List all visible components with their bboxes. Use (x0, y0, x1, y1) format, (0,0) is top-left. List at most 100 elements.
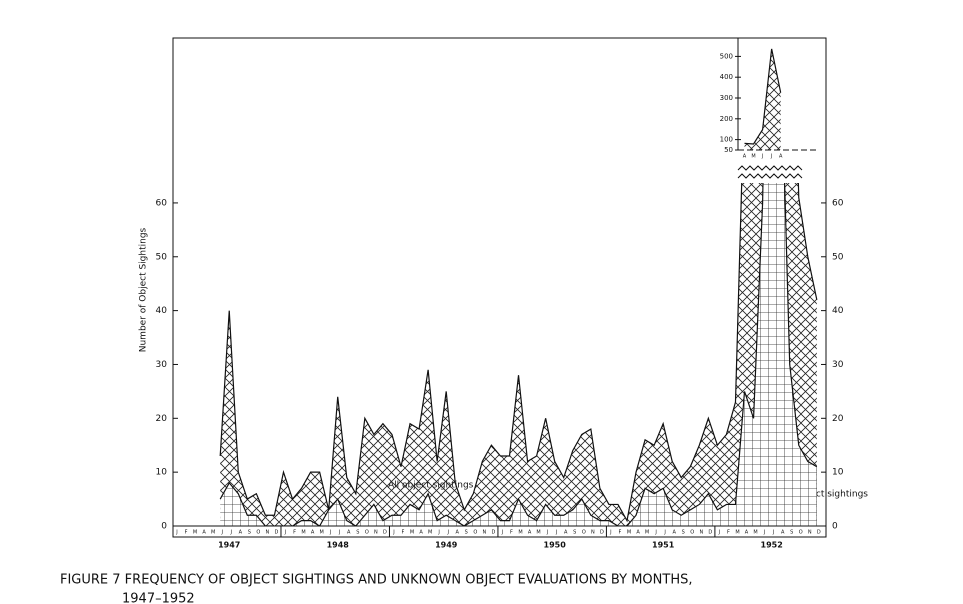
y-tick-label: 50 (156, 252, 168, 262)
inset-area (744, 48, 781, 150)
x-tick-label: J (338, 530, 340, 536)
inset-y-tick-label: 300 (720, 94, 733, 102)
inset-y-tick-label: 200 (720, 115, 733, 123)
chart-title: FIGURE 7 FREQUENCY OF OBJECT SIGHTINGS A… (60, 573, 692, 588)
x-tick-label: A (564, 530, 568, 536)
y-tick-label: 20 (156, 414, 168, 424)
x-tick-label: J (763, 530, 765, 536)
x-tick-label: J (220, 530, 222, 536)
x-tick-label: J (772, 530, 774, 536)
x-tick-label: D (708, 530, 712, 536)
year-label: 1951 (652, 541, 675, 550)
x-tick-label: A (672, 530, 676, 536)
inset-x-label: J (761, 154, 763, 160)
y2-tick-label: 0 (832, 522, 838, 532)
x-tick-label: F (510, 530, 513, 536)
x-tick-label: J (229, 530, 231, 536)
year-label: 1950 (544, 541, 567, 550)
y-tick-label: 60 (156, 198, 168, 208)
inset-x-label: J (770, 154, 772, 160)
x-tick-label: D (817, 530, 821, 536)
x-tick-label: M (319, 530, 323, 536)
year-label: 1947 (218, 541, 240, 550)
x-tick-label: D (275, 530, 279, 536)
year-label: 1948 (327, 541, 350, 550)
x-tick-label: M (410, 530, 414, 536)
x-tick-label: N (374, 530, 378, 536)
y2-tick-label: 60 (832, 198, 844, 208)
x-tick-label: M (193, 530, 197, 536)
x-tick-label: D (600, 530, 604, 536)
x-tick-label: J (555, 530, 557, 536)
x-tick-label: J (609, 530, 611, 536)
x-tick-label: O (256, 530, 260, 536)
x-tick-label: N (699, 530, 703, 536)
x-tick-label: J (446, 530, 448, 536)
x-tick-label: J (663, 530, 665, 536)
inset-x-label: A (743, 154, 747, 160)
inset-y-tick-label: 100 (720, 136, 733, 144)
x-tick-label: M (735, 530, 739, 536)
x-tick-label: F (402, 530, 405, 536)
x-tick-label: A (636, 530, 640, 536)
x-tick-label: M (428, 530, 432, 536)
x-tick-label: J (654, 530, 656, 536)
x-tick-label: S (465, 530, 468, 536)
inset-x-label: A (779, 154, 783, 160)
x-tick-label: S (356, 530, 359, 536)
x-tick-label: J (175, 530, 177, 536)
x-tick-label: M (627, 530, 631, 536)
x-tick-label: M (536, 530, 540, 536)
x-tick-label: N (482, 530, 486, 536)
x-tick-label: A (239, 530, 243, 536)
x-tick-label: M (518, 530, 522, 536)
y-tick-label: 10 (156, 468, 168, 478)
x-tick-label: F (619, 530, 622, 536)
y2-tick-label: 20 (832, 414, 844, 424)
x-tick-label: O (365, 530, 369, 536)
x-tick-label: D (383, 530, 387, 536)
y2-tick-label: 30 (832, 360, 844, 370)
x-tick-label: J (392, 530, 394, 536)
y-axis-label: Number of Object Sightings (139, 227, 149, 352)
x-tick-label: S (573, 530, 576, 536)
inset-line (744, 48, 782, 145)
series-line (219, 183, 818, 523)
x-tick-label: J (329, 530, 331, 536)
x-tick-label: N (266, 530, 270, 536)
x-tick-label: N (591, 530, 595, 536)
x-tick-label: F (293, 530, 296, 536)
x-tick-label: S (682, 530, 685, 536)
x-tick-label: F (185, 530, 188, 536)
y2-tick-label: 10 (832, 468, 844, 478)
x-tick-label: O (799, 530, 803, 536)
x-tick-label: A (202, 530, 206, 536)
x-tick-label: O (582, 530, 586, 536)
axis-break (737, 165, 803, 179)
x-tick-label: J (284, 530, 286, 536)
x-tick-label: J (546, 530, 548, 536)
x-tick-label: O (473, 530, 477, 536)
inset-y-tick-label: 400 (720, 73, 733, 81)
x-tick-label: F (727, 530, 730, 536)
series-line (219, 183, 818, 526)
x-tick-label: A (419, 530, 423, 536)
x-tick-label: A (745, 530, 749, 536)
x-tick-label: S (790, 530, 793, 536)
chart-subtitle: 1947–1952 (122, 592, 195, 604)
y-tick-label: 30 (156, 360, 168, 370)
y2-tick-label: 50 (832, 252, 844, 262)
y-tick-label: 40 (156, 306, 168, 316)
x-tick-label: M (211, 530, 215, 536)
x-tick-label: M (645, 530, 649, 536)
x-tick-label: A (528, 530, 532, 536)
x-tick-label: O (690, 530, 694, 536)
y2-tick-label: 40 (832, 306, 844, 316)
x-tick-label: M (753, 530, 757, 536)
x-tick-label: J (718, 530, 720, 536)
area-fill (220, 183, 817, 526)
x-tick-label: J (501, 530, 503, 536)
x-tick-label: S (248, 530, 251, 536)
inset-x-label: M (751, 154, 755, 160)
